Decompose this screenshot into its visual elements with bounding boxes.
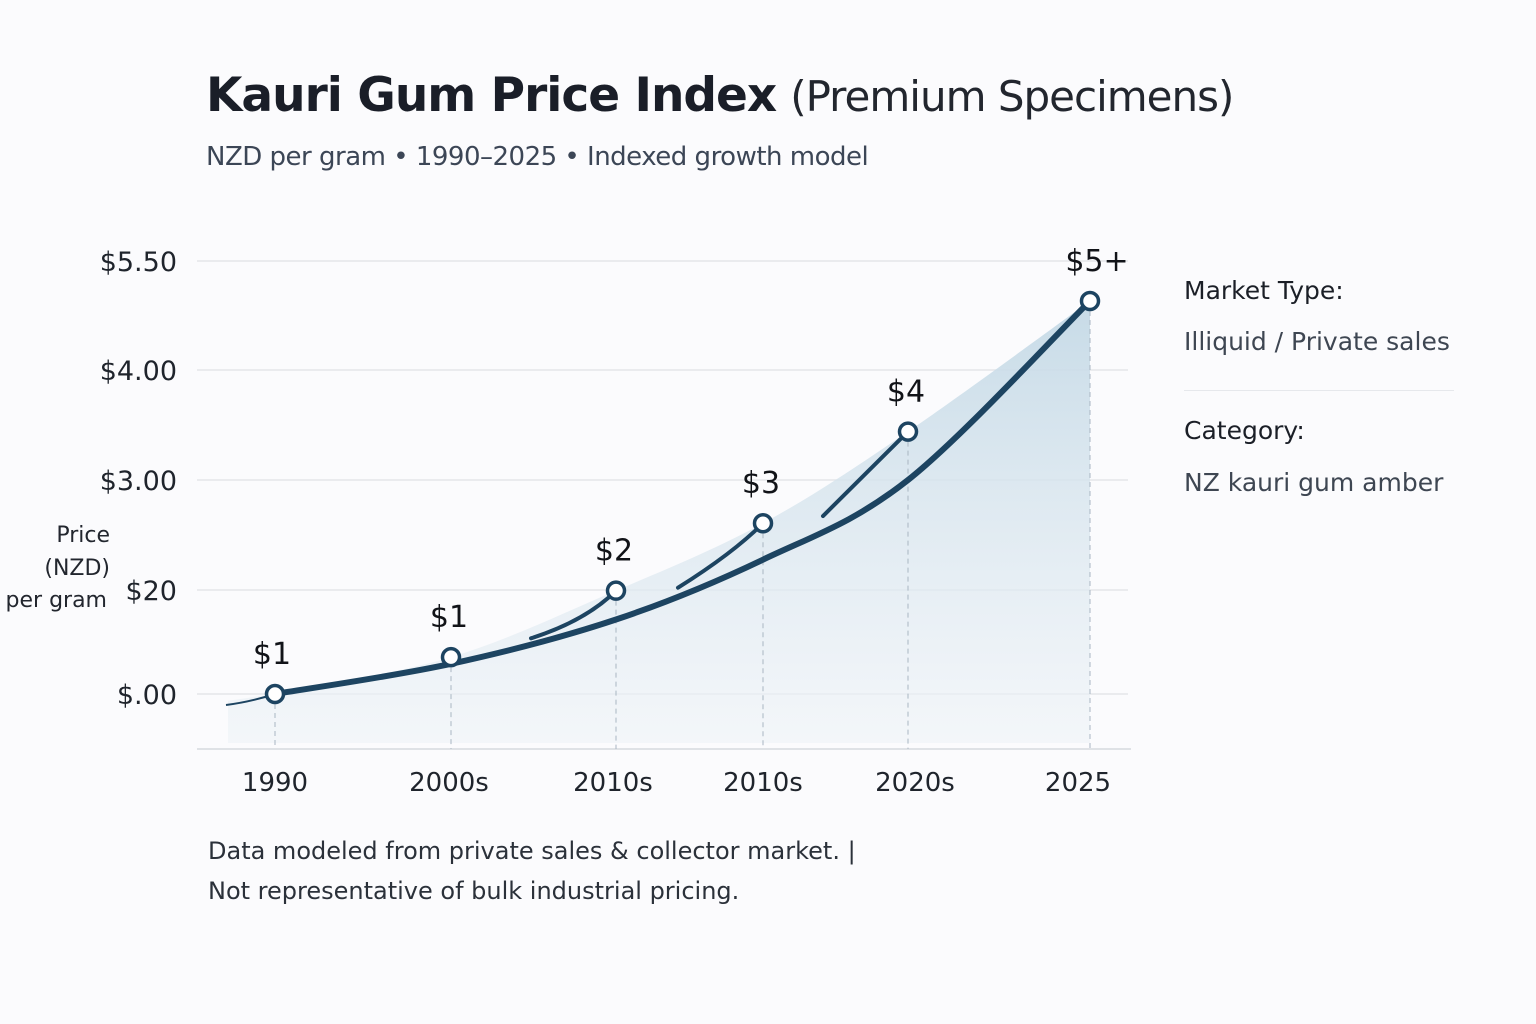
sidebar-divider (1184, 390, 1454, 391)
footnote-line-1: Data modeled from private sales & collec… (208, 837, 856, 865)
data-point-marker (264, 683, 286, 705)
category-value: NZ kauri gum amber (1184, 468, 1444, 497)
x-tick-label: 2025 (1045, 768, 1111, 798)
x-tick-label: 2010s (573, 768, 653, 798)
area-fill (228, 300, 1090, 743)
x-tick-label: 2000s (409, 768, 489, 798)
data-point-marker (440, 646, 462, 668)
category-label: Category: (1184, 416, 1305, 445)
market-type-label: Market Type: (1184, 276, 1344, 305)
data-point-marker (605, 580, 627, 601)
x-tick-label: 1990 (242, 768, 308, 798)
y-tick-label: $5.50 (100, 247, 177, 278)
trend-line (272, 297, 1093, 697)
data-label: $5+ (1065, 244, 1128, 279)
chart-title-main: Kauri Gum Price Index (206, 68, 777, 123)
chart-title: Kauri Gum Price Index (Premium Specimens… (206, 68, 1234, 123)
data-point-marker (752, 512, 774, 534)
y-tick-label: $3.00 (100, 466, 177, 497)
footnote-line-2: Not representative of bulk industrial pr… (208, 877, 740, 905)
y-axis-label-line2: (NZD) (44, 556, 110, 581)
x-tick-label: 2010s (723, 768, 803, 798)
y-axis-label-line1: Price (56, 523, 110, 548)
x-tick-label: 2020s (875, 768, 955, 798)
y-axis-label-line3: per gram (6, 588, 107, 613)
data-point-marker (1079, 290, 1101, 312)
data-label: $1 (430, 600, 468, 635)
data-label: $4 (887, 375, 925, 410)
data-label: $1 (253, 637, 291, 672)
chart-title-qualifier: (Premium Specimens) (790, 72, 1234, 121)
y-tick-label: $20 (125, 576, 177, 607)
data-label: $2 (595, 534, 633, 569)
y-tick-label: $4.00 (100, 356, 177, 387)
y-tick-label: $.00 (117, 680, 177, 711)
data-point-marker (897, 421, 919, 442)
data-label: $3 (742, 466, 780, 501)
market-type-value: Illiquid / Private sales (1184, 327, 1450, 356)
chart-subtitle: NZD per gram • 1990–2025 • Indexed growt… (206, 142, 869, 172)
